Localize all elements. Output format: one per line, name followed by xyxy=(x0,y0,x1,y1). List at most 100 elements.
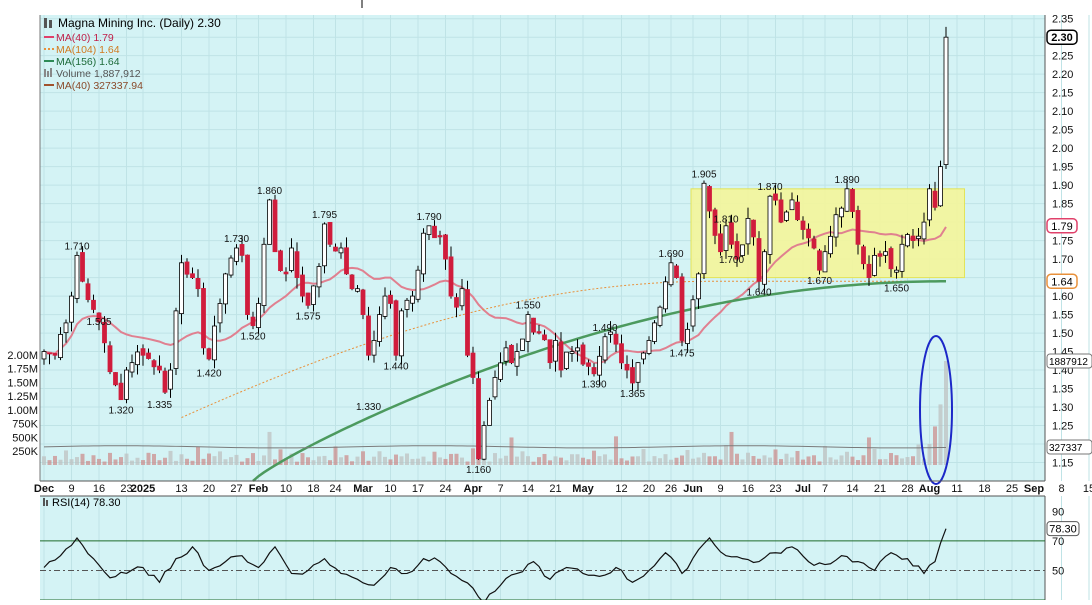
candle-body xyxy=(322,223,327,267)
volume-bar xyxy=(328,460,332,465)
volume-bar xyxy=(542,453,547,465)
volume-bar xyxy=(86,460,90,465)
x-tick-label: 20 xyxy=(643,483,655,495)
candle-body xyxy=(580,344,586,365)
volume-bar xyxy=(333,446,338,465)
volume-bar xyxy=(691,458,695,465)
candle-body xyxy=(745,218,751,245)
volume-bar xyxy=(454,453,459,465)
candle-body xyxy=(140,348,146,356)
candle-body xyxy=(910,235,916,242)
price-badge-label: 1.64 xyxy=(1051,276,1072,288)
price-annotation: 1.490 xyxy=(592,323,617,334)
volume-bar xyxy=(702,452,706,465)
candle-body xyxy=(69,295,74,323)
volume-bar xyxy=(482,457,486,465)
candle-body xyxy=(509,344,514,364)
volume-bar xyxy=(823,446,827,465)
x-tick-label: 21 xyxy=(874,483,886,495)
volume-bar xyxy=(564,460,569,465)
volume-bar xyxy=(773,449,778,465)
volume-bar xyxy=(553,456,558,465)
volume-bar xyxy=(531,461,536,465)
candle-body xyxy=(800,220,806,230)
volume-bar xyxy=(526,456,530,465)
y-tick-label: 1.35 xyxy=(1052,384,1073,396)
candle-body xyxy=(668,262,674,286)
volume-bar xyxy=(570,454,574,465)
candle-body xyxy=(575,347,580,352)
volume-bar xyxy=(366,460,371,465)
candle-body xyxy=(569,351,575,354)
x-tick-label: Apr xyxy=(464,483,484,495)
x-tick-label: Sep xyxy=(1024,483,1044,495)
candle-body xyxy=(344,247,349,275)
x-tick-label: 15 xyxy=(1083,483,1092,495)
candle-body xyxy=(311,285,316,305)
candle-body xyxy=(448,256,454,297)
volume-bar xyxy=(504,455,508,465)
candle-body xyxy=(300,274,305,297)
candle-body xyxy=(641,352,646,360)
price-annotation: 1.710 xyxy=(64,241,89,252)
candle-body xyxy=(234,247,239,262)
volume-bar xyxy=(548,460,552,465)
candle-body xyxy=(811,238,817,249)
y-tick-label: 1.70 xyxy=(1052,254,1073,266)
candle-body xyxy=(366,315,371,356)
candle-body xyxy=(613,333,619,345)
candle-body xyxy=(712,209,718,236)
candle-body xyxy=(921,221,927,240)
candle-body xyxy=(228,257,234,276)
x-tick-label: Feb xyxy=(249,483,269,495)
volume-bar xyxy=(229,457,233,465)
candle-body xyxy=(267,199,272,245)
candle-body xyxy=(80,252,85,282)
candle-body xyxy=(679,276,685,341)
y-tick-label: 1.15 xyxy=(1052,458,1073,470)
volume-bar xyxy=(432,451,437,465)
volume-bar xyxy=(273,459,277,465)
price-annotation: 1.160 xyxy=(466,465,491,476)
rsi-tick-label: 90 xyxy=(1052,506,1064,518)
candle-body xyxy=(817,250,822,271)
chart-type-icon xyxy=(49,20,52,28)
candle-body xyxy=(289,247,294,271)
candle-body xyxy=(426,225,432,235)
volume-bar xyxy=(42,456,46,465)
candle-body xyxy=(184,261,190,275)
volume-bar xyxy=(680,455,684,465)
volume-bar xyxy=(581,457,585,465)
volume-bar xyxy=(163,457,167,465)
volume-tick-label: 1.50M xyxy=(7,377,38,389)
volume-bar xyxy=(927,444,932,465)
candle-body xyxy=(762,251,767,285)
volume-bar xyxy=(361,451,365,465)
volume-bar xyxy=(267,431,272,465)
x-tick-label: 28 xyxy=(901,483,913,495)
candle-body xyxy=(377,314,382,342)
candle-body xyxy=(294,251,300,278)
candle-body xyxy=(602,336,608,361)
volume-badge xyxy=(1046,353,1092,369)
volume-bar xyxy=(471,448,475,465)
chart-title: Magna Mining Inc. (Daily) 2.30 xyxy=(58,16,221,30)
candle-body xyxy=(195,277,201,290)
price-annotation: 1.475 xyxy=(669,348,694,359)
volume-bar xyxy=(707,456,712,465)
candle-body xyxy=(459,288,465,307)
legend-entry: MA(156) 1.64 xyxy=(56,56,120,68)
candle-body xyxy=(905,234,910,247)
volume-bar xyxy=(933,426,937,465)
candle-body xyxy=(591,367,597,375)
candle-body xyxy=(558,341,564,371)
price-annotation: 1.690 xyxy=(658,249,683,260)
x-tick-label: May xyxy=(572,483,594,495)
volume-bar xyxy=(218,451,222,465)
volume-bar xyxy=(663,454,668,465)
candle-body xyxy=(740,244,745,256)
candle-body xyxy=(828,235,833,255)
x-tick-label: 21 xyxy=(549,483,561,495)
volume-bar xyxy=(900,458,904,465)
volume-bar xyxy=(157,460,162,465)
